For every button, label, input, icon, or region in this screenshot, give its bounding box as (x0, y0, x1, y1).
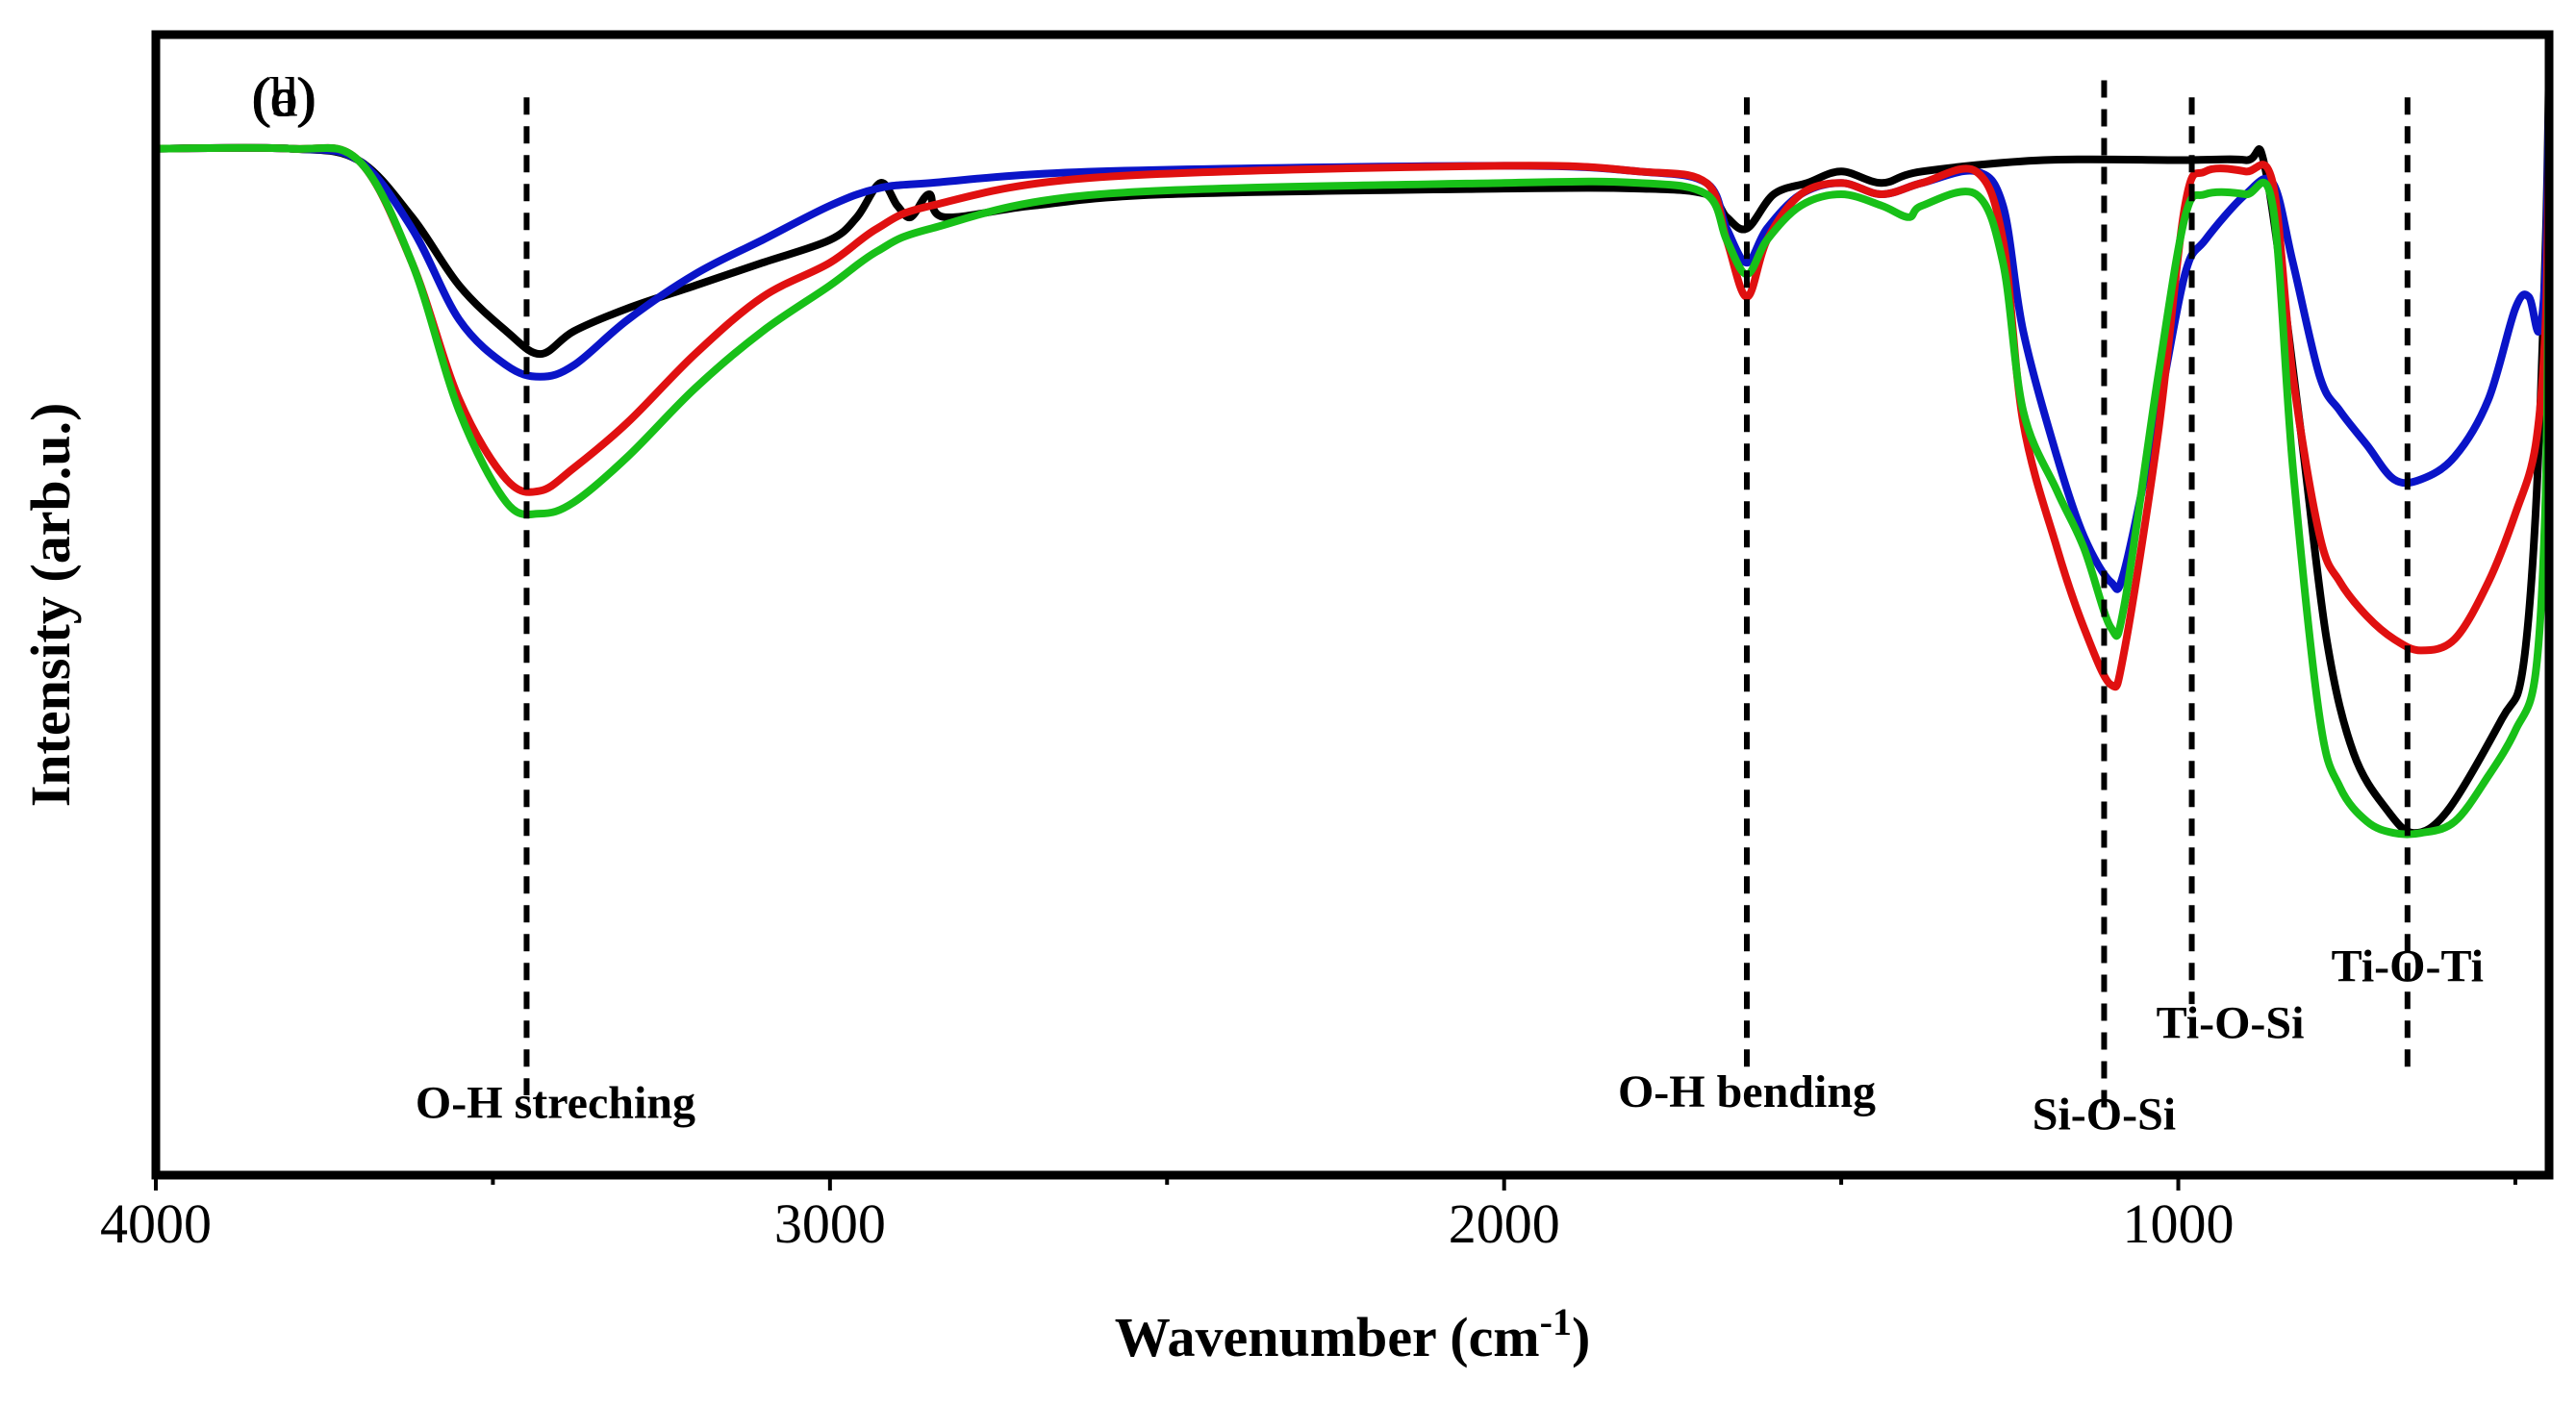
marker-label-5: Ti-O-Ti (2332, 940, 2484, 991)
series-label-1: (a) (253, 66, 315, 129)
series-label-4: (d) (251, 66, 316, 129)
x-axis-title: Wavenumber (cm-1) (1115, 1300, 1591, 1369)
marker-label-4: Ti-O-Si (2157, 998, 2305, 1049)
tick-layer: 4000 3000 2000 1000 (100, 1175, 2517, 1255)
marker-label-2: O-H bending (1618, 1066, 1876, 1117)
y-axis-title: Intensity (arb.u.) (19, 403, 82, 808)
series-label-2: (b) (251, 66, 316, 129)
marker-layer (523, 80, 2411, 1118)
x-tick-label-4: 1000 (2123, 1192, 2235, 1255)
plot-frame (151, 30, 2554, 1180)
marker-label-1: O-H streching (416, 1078, 695, 1129)
series-line-3 (152, 121, 2553, 691)
x-tick-label-2: 3000 (774, 1192, 886, 1255)
x-tick-label-3: 2000 (1449, 1192, 1560, 1255)
marker-label-3: Si-O-Si (2033, 1090, 2176, 1141)
label-layer: (a)(b)(c)(d) O-H streching O-H bending Si-O… (251, 66, 2484, 1141)
series-line-4 (152, 143, 2553, 839)
series-label-3: (c) (253, 66, 315, 129)
series-layer (152, 53, 2553, 839)
x-tick-label-1: 4000 (100, 1192, 212, 1255)
